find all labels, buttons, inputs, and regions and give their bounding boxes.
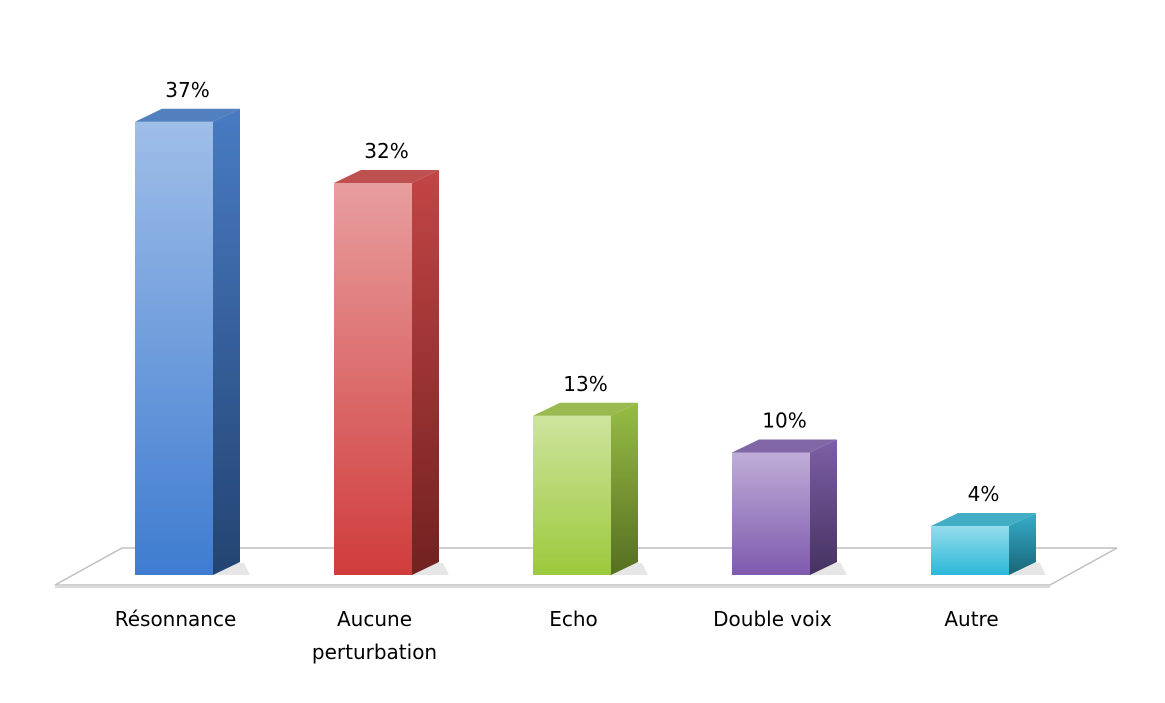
bar-top xyxy=(135,108,240,122)
bar-side xyxy=(810,439,837,575)
x-tick-label: Résonnance xyxy=(114,607,237,631)
bar-side xyxy=(611,402,638,575)
value-label: 13% xyxy=(563,372,607,396)
bar xyxy=(135,121,213,575)
bar xyxy=(931,526,1009,575)
bar-top xyxy=(732,439,837,453)
x-tick-label: Aucune perturbation xyxy=(311,607,438,664)
value-label: 32% xyxy=(364,139,408,163)
bar-top xyxy=(533,402,638,416)
value-label: 4% xyxy=(968,482,1000,506)
bar-side xyxy=(213,108,240,575)
x-tick-label: Double voix xyxy=(713,607,832,631)
value-label: 10% xyxy=(762,409,806,433)
x-tick-label: Echo xyxy=(549,607,598,631)
floor-edge xyxy=(55,585,1050,588)
bar xyxy=(533,415,611,575)
bar-top xyxy=(931,513,1036,526)
bar xyxy=(732,452,810,575)
bar xyxy=(334,183,412,575)
bar-side xyxy=(1009,513,1036,575)
value-label: 37% xyxy=(165,78,209,102)
bar-top xyxy=(334,170,439,183)
x-tick-label: Autre xyxy=(944,607,999,631)
bar-side xyxy=(412,170,439,575)
